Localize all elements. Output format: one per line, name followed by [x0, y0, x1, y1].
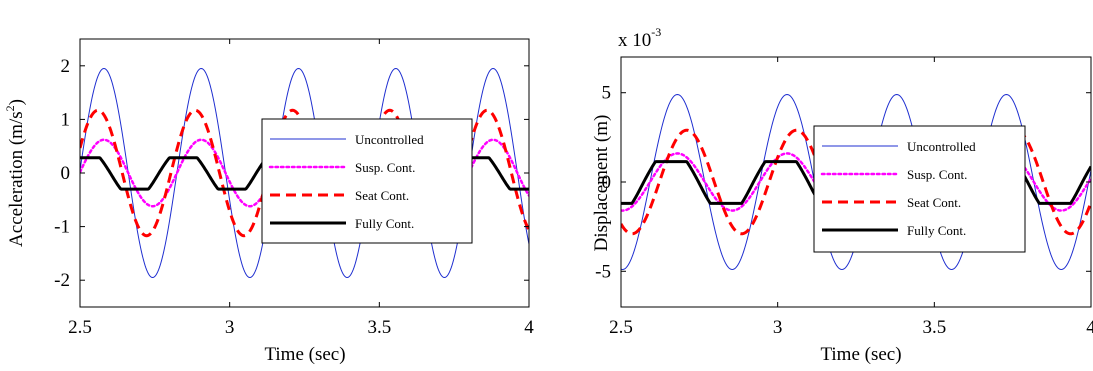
acceleration-y-axis-label-main: Acceleration (m/s: [6, 111, 27, 247]
acceleration-x-tick-label: 3.5: [367, 317, 391, 338]
acceleration-y-axis-label: Acceleration (m/s2): [3, 99, 27, 247]
acceleration-y-tick-label: 1: [61, 109, 71, 130]
displacement-x-tick-label: 3: [773, 317, 783, 338]
acceleration-x-tick-label: 2.5: [68, 317, 92, 338]
displacement-y-axis-label: Displacement (m): [591, 115, 612, 252]
displacement-chart: 2.5 3 3.5 4 5 0 -5 Uncontrolled Susp. Cont. Seat…: [591, 25, 1093, 365]
acceleration-x-tick-label: 4: [524, 317, 534, 338]
acceleration-y-tick-label: -2: [54, 270, 70, 291]
acceleration-legend: Uncontrolled Susp. Cont. Seat Cont. Fully C…: [261, 118, 473, 244]
acceleration-legend-entry: Fully Cont.: [355, 216, 414, 231]
acceleration-legend-entry: Susp. Cont.: [355, 160, 415, 175]
acceleration-x-tick-label: 3: [225, 317, 235, 338]
displacement-exponent-label: x 10-3: [618, 25, 661, 51]
displacement-legend-entry: Fully Cont.: [907, 223, 966, 238]
acceleration-x-axis-label: Time (sec): [264, 344, 345, 365]
displacement-x-tick-label: 4: [1086, 317, 1093, 338]
displacement-legend-entry: Uncontrolled: [907, 139, 976, 154]
acceleration-series-line-uncontrolled: [80, 67, 529, 279]
displacement-x-tick-label: 3.5: [922, 317, 946, 338]
acceleration-y-tick-label: -1: [54, 217, 70, 238]
displacement-y-tick-label: -5: [595, 261, 611, 282]
displacement-x-axis-label: Time (sec): [820, 344, 901, 365]
acceleration-y-axis-label-sup: 2: [3, 105, 17, 111]
displacement-legend-entry: Seat Cont.: [907, 195, 961, 210]
acceleration-legend-entry: Uncontrolled: [355, 132, 424, 147]
displacement-exponent-power: -3: [651, 25, 661, 39]
displacement-y-tick-label: 5: [602, 83, 612, 104]
acceleration-chart: 2.5 3 3.5 4 2 1 0 -1 -2 Uncontrolled Susp. Cont. S…: [3, 38, 534, 365]
displacement-x-tick-label: 2.5: [609, 317, 633, 338]
displacement-exponent-base: x 10: [618, 30, 651, 51]
acceleration-y-tick-label: 2: [61, 56, 71, 77]
acceleration-ticks: 2.5 3 3.5 4 2 1 0 -1 -2: [54, 39, 534, 338]
displacement-y-tick-label: 0: [602, 172, 612, 193]
displacement-legend-entry: Susp. Cont.: [907, 167, 967, 182]
displacement-legend: Uncontrolled Susp. Cont. Seat Cont. Fully C…: [813, 125, 1026, 253]
acceleration-legend-entry: Seat Cont.: [355, 188, 409, 203]
acceleration-y-axis-label-tail: ): [6, 99, 27, 105]
acceleration-y-tick-label: 0: [61, 163, 71, 184]
displacement-ticks: 2.5 3 3.5 4 5 0 -5: [595, 57, 1093, 338]
